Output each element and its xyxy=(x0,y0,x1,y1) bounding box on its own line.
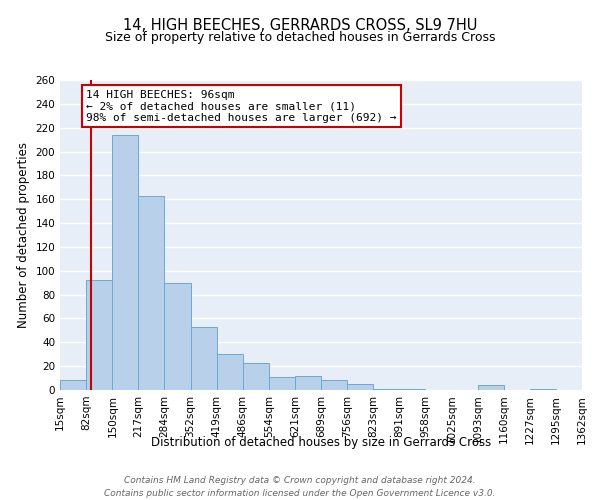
Text: Distribution of detached houses by size in Gerrards Cross: Distribution of detached houses by size … xyxy=(151,436,491,449)
Bar xyxy=(295,376,321,390)
Bar xyxy=(138,196,164,390)
Bar xyxy=(530,389,556,390)
Bar xyxy=(373,389,400,390)
Bar xyxy=(347,384,373,390)
Bar xyxy=(269,377,295,390)
Bar xyxy=(478,385,504,390)
Bar xyxy=(60,380,86,390)
Text: 14 HIGH BEECHES: 96sqm
← 2% of detached houses are smaller (11)
98% of semi-deta: 14 HIGH BEECHES: 96sqm ← 2% of detached … xyxy=(86,90,397,122)
Bar xyxy=(86,280,112,390)
Bar xyxy=(400,389,425,390)
Text: Size of property relative to detached houses in Gerrards Cross: Size of property relative to detached ho… xyxy=(105,31,495,44)
Text: Contains HM Land Registry data © Crown copyright and database right 2024.
Contai: Contains HM Land Registry data © Crown c… xyxy=(104,476,496,498)
Bar xyxy=(112,135,138,390)
Bar xyxy=(191,327,217,390)
Text: 14, HIGH BEECHES, GERRARDS CROSS, SL9 7HU: 14, HIGH BEECHES, GERRARDS CROSS, SL9 7H… xyxy=(123,18,477,32)
Y-axis label: Number of detached properties: Number of detached properties xyxy=(17,142,30,328)
Bar xyxy=(242,362,269,390)
Bar xyxy=(321,380,347,390)
Bar xyxy=(164,282,191,390)
Bar xyxy=(217,354,242,390)
